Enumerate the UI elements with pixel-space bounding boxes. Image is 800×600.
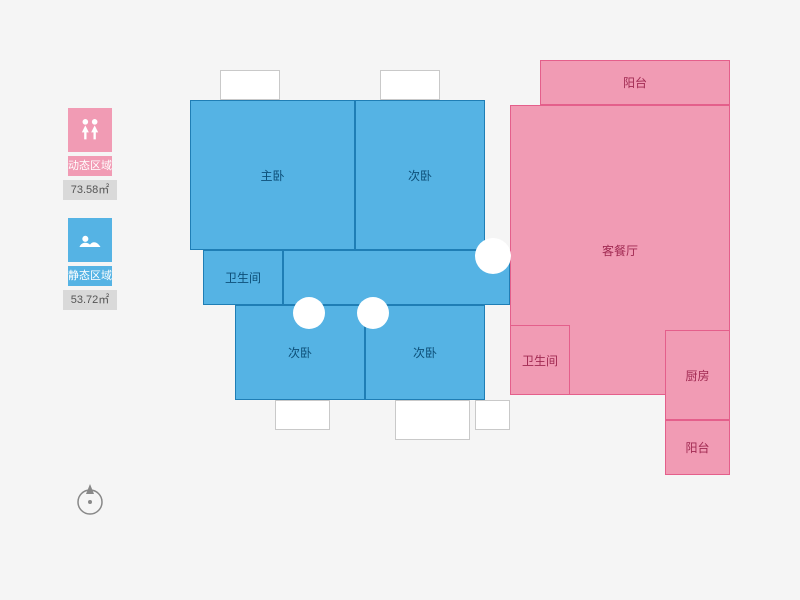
plan-cutout-4 (475, 400, 510, 430)
room-label: 主卧 (260, 167, 284, 184)
floor-plan: 阳台客餐厅厨房阳台卫生间主卧次卧卫生间次卧次卧 (175, 60, 750, 530)
room-label: 卫生间 (225, 269, 261, 286)
zone-legend: 动态区域 73.58㎡ 静态区域 53.72㎡ (55, 108, 125, 328)
legend-dynamic-label: 动态区域 (68, 156, 112, 176)
room-bath2: 卫生间 (510, 325, 570, 395)
people-icon (68, 108, 112, 152)
room-label: 次卧 (408, 167, 432, 184)
room-label: 厨房 (685, 367, 709, 384)
legend-static-value: 53.72㎡ (63, 290, 117, 310)
room-balcony-top: 阳台 (540, 60, 730, 105)
legend-static: 静态区域 53.72㎡ (55, 218, 125, 310)
room-bed2-top: 次卧 (355, 100, 485, 250)
room-label: 次卧 (413, 344, 437, 361)
room-balcony-br: 阳台 (665, 420, 730, 475)
room-label: 客餐厅 (602, 242, 638, 259)
compass-icon (70, 480, 110, 520)
room-label: 次卧 (288, 344, 312, 361)
plan-cutout-0 (220, 70, 280, 100)
door-swing-1 (357, 297, 389, 329)
legend-dynamic: 动态区域 73.58㎡ (55, 108, 125, 200)
door-swing-2 (293, 297, 325, 329)
door-swing-0 (475, 238, 511, 274)
plan-cutout-1 (380, 70, 440, 100)
room-label: 阳台 (685, 439, 709, 456)
plan-cutout-2 (275, 400, 330, 430)
legend-dynamic-value: 73.58㎡ (63, 180, 117, 200)
room-label: 卫生间 (522, 352, 558, 369)
room-master: 主卧 (190, 100, 355, 250)
plan-cutout-3 (395, 400, 470, 440)
sleep-icon (68, 218, 112, 262)
legend-static-label: 静态区域 (68, 266, 112, 286)
room-kitchen: 厨房 (665, 330, 730, 420)
room-label: 阳台 (623, 74, 647, 91)
room-bath1: 卫生间 (203, 250, 283, 305)
